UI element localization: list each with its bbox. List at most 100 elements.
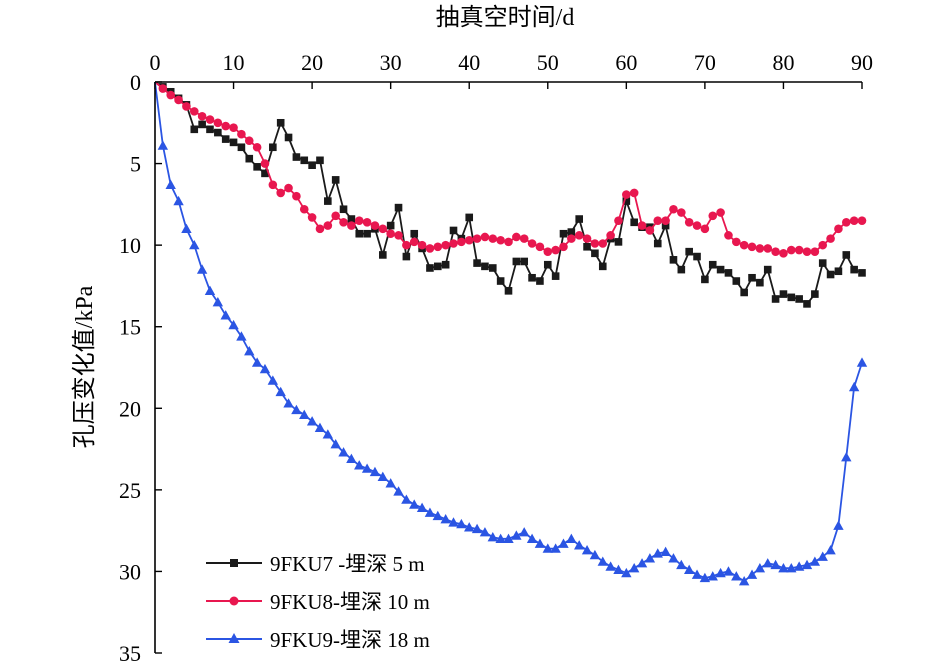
- data-point-s1-55: [582, 234, 592, 243]
- data-point-s2-9: [220, 310, 231, 320]
- data-point-s2-8: [212, 297, 224, 307]
- data-point-s2-21: [314, 422, 326, 433]
- data-point-s0-48: [528, 273, 536, 282]
- data-point-s2-5: [189, 239, 200, 250]
- y-tick-label-7: 35: [119, 641, 141, 666]
- data-point-s2-33: [409, 499, 420, 509]
- data-point-s0-23: [331, 176, 340, 184]
- data-point-s0-47: [520, 257, 529, 266]
- data-point-s1-14: [260, 159, 270, 168]
- data-point-s1-21: [315, 224, 325, 234]
- data-point-s2-32: [401, 494, 412, 504]
- data-point-s1-19: [299, 204, 309, 214]
- data-point-s2-28: [369, 466, 381, 477]
- data-point-s0-52: [559, 229, 568, 238]
- data-point-s0-84: [811, 290, 819, 298]
- data-point-s0-81: [787, 293, 796, 302]
- data-point-s1-29: [378, 224, 388, 234]
- data-point-s2-16: [275, 386, 286, 397]
- data-point-s0-55: [583, 242, 591, 251]
- data-point-s1-7: [205, 115, 215, 124]
- data-point-s2-58: [605, 561, 616, 571]
- x-tick-label-4: 40: [458, 50, 480, 75]
- data-point-s1-72: [716, 208, 725, 217]
- data-point-s2-20: [306, 416, 318, 426]
- data-point-s2-29: [377, 471, 389, 481]
- data-point-s0-22: [324, 197, 332, 205]
- legend-label-9fku7: 9FKU7 -埋深 5 m: [270, 552, 425, 576]
- data-point-s2-89: [848, 381, 860, 392]
- data-point-s0-35: [426, 264, 434, 272]
- data-point-s1-1: [158, 84, 168, 93]
- data-point-s2-65: [660, 546, 671, 557]
- data-point-s1-88: [841, 218, 851, 227]
- data-point-s0-70: [701, 275, 709, 284]
- data-point-s2-19: [299, 409, 310, 419]
- data-point-s0-11: [237, 143, 246, 152]
- data-point-s0-50: [543, 260, 552, 269]
- data-point-s2-59: [613, 564, 624, 574]
- data-point-s2-41: [471, 523, 483, 534]
- x-tick-label-2: 20: [301, 50, 323, 75]
- data-point-s2-83: [801, 559, 813, 570]
- data-point-s2-69: [691, 569, 703, 579]
- data-point-s0-83: [803, 300, 811, 308]
- y-axis-title: 孔压变化值/kPa: [71, 285, 98, 448]
- data-point-s0-14: [261, 169, 269, 178]
- data-point-s0-29: [379, 251, 387, 259]
- data-point-s0-59: [614, 238, 623, 246]
- data-point-s2-14: [259, 363, 271, 374]
- data-point-s1-80: [779, 249, 788, 258]
- series-0: [154, 81, 866, 308]
- data-point-s0-49: [536, 277, 544, 285]
- data-point-s2-18: [291, 404, 302, 415]
- data-point-s1-64: [653, 216, 663, 225]
- data-point-s2-70: [699, 572, 711, 583]
- series-2: [154, 81, 868, 586]
- data-point-s0-44: [496, 277, 505, 285]
- data-point-s0-5: [190, 125, 199, 134]
- ticks-layer: 0 10 20 30 40 50 60 70 80 90 0 5 10 15 20 25 30 35: [119, 50, 873, 666]
- data-point-s2-88: [841, 452, 852, 462]
- y-tick-label-5: 25: [119, 478, 141, 503]
- data-point-s0-68: [685, 247, 693, 256]
- data-point-s2-72: [715, 567, 726, 578]
- data-point-s1-5: [189, 107, 199, 116]
- data-point-s1-61: [629, 188, 639, 198]
- data-point-s1-84: [810, 247, 820, 256]
- data-point-s1-22: [323, 221, 333, 230]
- data-point-s1-43: [488, 234, 498, 243]
- data-point-s1-68: [684, 218, 694, 227]
- data-point-s2-40: [464, 522, 475, 532]
- data-point-s0-75: [740, 288, 748, 297]
- data-point-s0-60: [622, 197, 631, 205]
- data-point-s1-89: [849, 216, 859, 225]
- data-point-s1-16: [276, 188, 285, 198]
- x-tick-label-3: 30: [380, 50, 402, 75]
- x-tick-label-8: 80: [772, 50, 794, 75]
- data-point-s1-35: [425, 244, 435, 253]
- data-point-s0-73: [724, 269, 733, 277]
- data-point-s2-50: [542, 543, 553, 553]
- data-point-s0-85: [818, 259, 827, 267]
- data-point-s0-24: [339, 205, 348, 214]
- legend-marker-9fku9: [228, 633, 240, 643]
- data-point-s2-56: [589, 549, 601, 560]
- data-point-s1-73: [724, 231, 733, 240]
- data-point-s1-12: [244, 136, 254, 146]
- data-point-s2-11: [236, 331, 247, 341]
- data-point-s2-82: [793, 561, 805, 571]
- data-point-s1-27: [362, 218, 372, 227]
- data-point-s1-86: [826, 234, 835, 243]
- legend-marker-9fku7: [230, 559, 238, 567]
- data-point-s2-45: [503, 533, 514, 543]
- data-point-s2-86: [825, 545, 836, 555]
- data-point-s0-56: [591, 249, 599, 258]
- data-point-s1-2: [166, 90, 176, 100]
- data-point-s2-44: [495, 533, 506, 543]
- data-point-s2-12: [244, 345, 255, 356]
- data-point-s1-9: [221, 121, 230, 131]
- data-point-s0-16: [276, 118, 285, 127]
- data-point-s1-41: [472, 234, 482, 243]
